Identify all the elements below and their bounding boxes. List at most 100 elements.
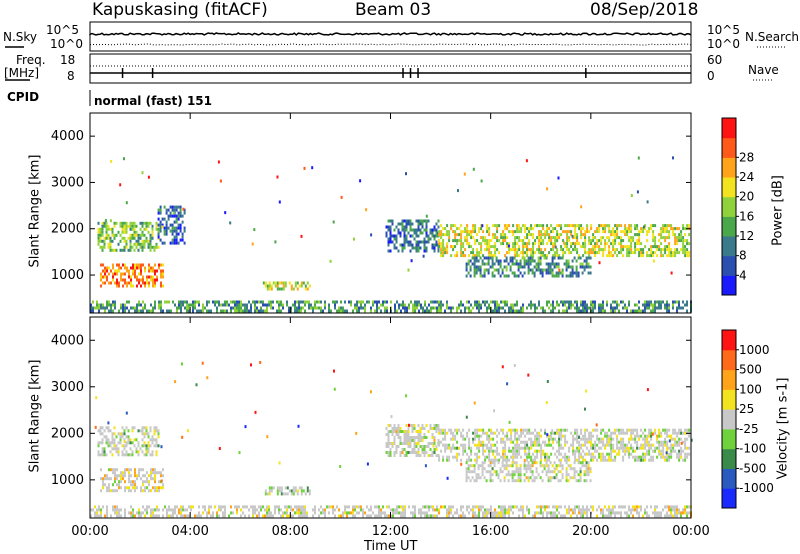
- velocity-data-cell: [414, 511, 416, 515]
- power-data-cell: [486, 309, 488, 313]
- velocity-data-cell: [484, 458, 487, 462]
- velocity-data-cell: [642, 431, 645, 435]
- velocity-data-cell: [456, 511, 458, 515]
- velocity-data-cell: [98, 514, 100, 518]
- velocity-data-cell: [504, 434, 507, 438]
- power-scatter-cell: [557, 176, 560, 180]
- velocity-data-cell: [525, 476, 528, 480]
- velocity-data-cell: [298, 505, 300, 509]
- power-data-cell: [538, 236, 541, 240]
- velocity-data-cell: [674, 437, 677, 441]
- power-data-cell: [143, 242, 146, 246]
- power-data-cell: [482, 239, 485, 243]
- power-data-cell: [540, 248, 543, 252]
- power-data-cell: [250, 306, 252, 310]
- velocity-data-cell: [510, 434, 513, 438]
- power-data-cell: [442, 227, 445, 231]
- velocity-data-cell: [682, 508, 684, 512]
- power-data-cell: [188, 309, 190, 313]
- power-data-cell: [430, 306, 432, 310]
- velocity-data-cell: [524, 514, 526, 518]
- velocity-data-cell: [142, 468, 144, 472]
- power-data-cell: [316, 306, 318, 310]
- power-colorbar-swatch: [722, 236, 736, 257]
- power-data-cell: [171, 241, 174, 245]
- power-data-cell: [114, 303, 116, 307]
- velocity-data-cell: [126, 486, 128, 490]
- power-data-cell: [622, 254, 625, 258]
- velocity-data-cell: [579, 470, 582, 474]
- velocity-data-cell: [150, 471, 152, 475]
- power-data-cell: [624, 233, 627, 237]
- velocity-data-cell: [496, 446, 499, 450]
- power-data-cell: [444, 233, 447, 237]
- power-data-cell: [556, 224, 559, 228]
- power-data-cell: [618, 224, 621, 228]
- velocity-data-cell: [612, 508, 614, 512]
- velocity-data-cell: [580, 437, 583, 441]
- power-data-cell: [483, 274, 486, 278]
- velocity-data-cell: [399, 454, 402, 457]
- power-data-cell: [486, 306, 488, 310]
- power-data-cell: [427, 237, 430, 241]
- power-data-cell: [530, 224, 533, 228]
- power-data-cell: [230, 300, 232, 304]
- velocity-data-cell: [270, 486, 273, 490]
- power-data-cell: [592, 300, 594, 304]
- power-data-cell: [533, 265, 536, 269]
- velocity-data-cell: [568, 449, 571, 453]
- power-data-cell: [436, 309, 438, 313]
- power-data-cell: [520, 306, 522, 310]
- power-data-cell: [579, 262, 582, 266]
- power-data-cell: [556, 254, 559, 258]
- velocity-data-cell: [527, 467, 530, 471]
- velocity-data-cell: [400, 514, 402, 518]
- velocity-data-cell: [296, 489, 299, 493]
- velocity-data-cell: [542, 505, 544, 509]
- velocity-data-cell: [502, 446, 505, 450]
- velocity-data-cell: [588, 508, 590, 512]
- power-data-cell: [97, 242, 100, 246]
- velocity-data-cell: [582, 514, 584, 518]
- power-data-cell: [151, 233, 154, 237]
- velocity-data-cell: [509, 473, 512, 477]
- velocity-data-cell: [561, 464, 564, 468]
- velocity-data-cell: [142, 511, 144, 515]
- velocity-data-cell: [656, 437, 659, 441]
- power-data-cell: [472, 236, 475, 240]
- velocity-data-cell: [198, 511, 200, 515]
- velocity-data-cell: [128, 471, 130, 475]
- power-data-cell: [162, 272, 164, 276]
- velocity-data-cell: [547, 464, 550, 468]
- velocity-data-cell: [240, 508, 242, 512]
- velocity-data-cell: [442, 505, 444, 509]
- power-data-cell: [670, 227, 673, 231]
- velocity-data-cell: [116, 505, 118, 509]
- velocity-data-cell: [520, 505, 522, 509]
- power-data-cell: [142, 281, 144, 285]
- velocity-data-cell: [103, 429, 106, 433]
- velocity-data-cell: [564, 440, 567, 444]
- velocity-data-cell: [376, 505, 378, 509]
- power-data-cell: [328, 303, 330, 307]
- power-data-cell: [139, 242, 142, 246]
- power-data-cell: [650, 251, 653, 255]
- power-data-cell: [470, 230, 473, 234]
- power-data-cell: [395, 234, 398, 238]
- power-data-cell: [393, 234, 396, 238]
- velocity-data-cell: [642, 455, 645, 459]
- power-data-cell: [407, 240, 410, 244]
- power-data-cell: [129, 221, 132, 225]
- power-data-cell: [642, 251, 645, 255]
- velocity-data-cell: [590, 443, 593, 447]
- velocity-data-cell: [670, 514, 672, 518]
- velocity-scatter-cell: [195, 383, 198, 387]
- power-data-cell: [538, 300, 540, 304]
- velocity-data-cell: [478, 514, 480, 518]
- velocity-data-cell: [519, 473, 522, 477]
- velocity-data-cell: [624, 511, 626, 515]
- power-data-cell: [537, 265, 540, 269]
- power-data-cell: [642, 248, 645, 252]
- velocity-data-cell: [602, 437, 605, 441]
- velocity-data-cell: [448, 511, 450, 515]
